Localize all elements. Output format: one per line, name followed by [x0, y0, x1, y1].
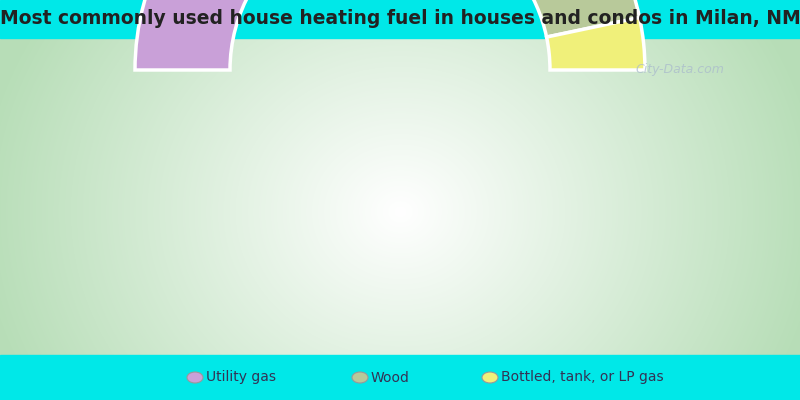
Text: Utility gas: Utility gas	[206, 370, 276, 384]
Text: Bottled, tank, or LP gas: Bottled, tank, or LP gas	[501, 370, 664, 384]
Ellipse shape	[187, 372, 203, 383]
Bar	[0, 355, 800, 400]
Wedge shape	[135, 0, 518, 70]
Text: Wood: Wood	[371, 370, 410, 384]
Text: City-Data.com: City-Data.com	[635, 64, 725, 76]
Wedge shape	[470, 0, 639, 37]
Ellipse shape	[352, 372, 368, 383]
Bar	[0, 0, 800, 38]
Text: Most commonly used house heating fuel in houses and condos in Milan, NM: Most commonly used house heating fuel in…	[0, 10, 800, 28]
Ellipse shape	[482, 372, 498, 383]
Wedge shape	[546, 18, 645, 70]
